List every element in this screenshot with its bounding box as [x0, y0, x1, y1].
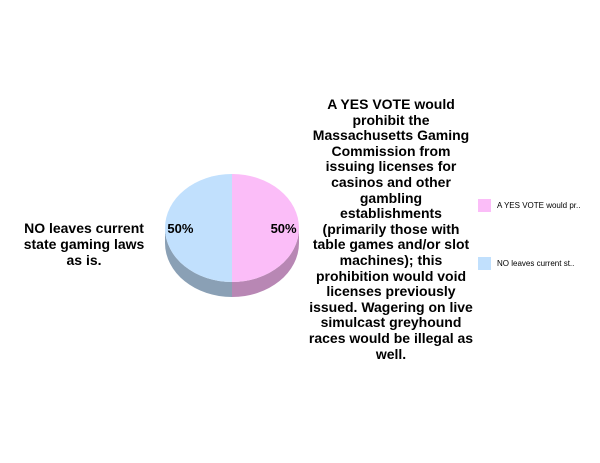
- slice-label-yes: A YES VOTE would prohibit the Massachuse…: [308, 96, 474, 362]
- data-label-no: 50%: [167, 221, 193, 236]
- pie-side-yes: [232, 228, 299, 297]
- pie-slice-yes: [232, 174, 299, 282]
- pie-side-no: [165, 228, 232, 297]
- legend-label-yes: A YES VOTE would pr..: [497, 201, 581, 210]
- pie-slice-no: [165, 174, 232, 282]
- slice-label-no: NO leaves current state gaming laws as i…: [23, 220, 145, 268]
- legend-swatch-yes: [478, 199, 491, 212]
- legend-label-no: NO leaves current st..: [497, 259, 575, 268]
- data-label-yes: 50%: [271, 221, 297, 236]
- legend-swatch-no: [478, 257, 491, 270]
